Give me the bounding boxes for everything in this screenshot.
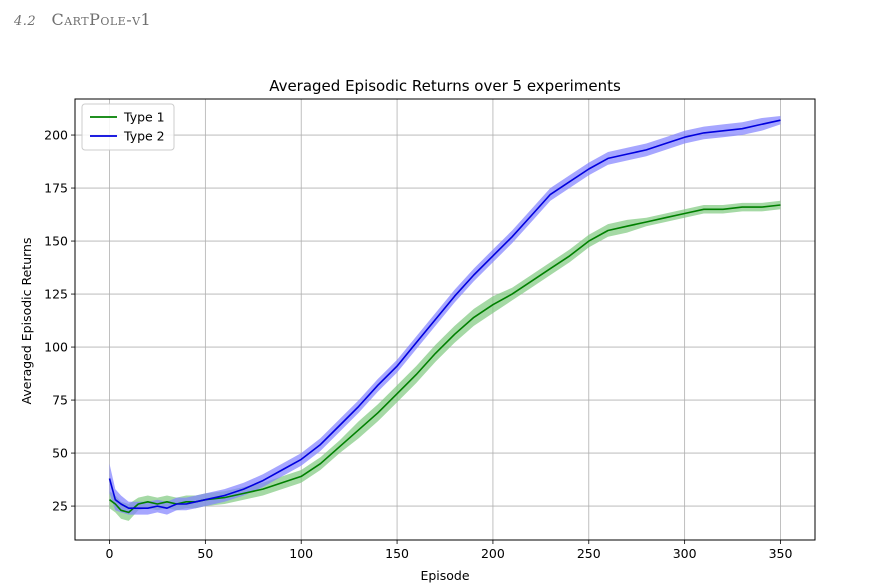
legend-label-2: Type 2 (123, 129, 165, 144)
section-title: CartPole-v1 (51, 10, 152, 29)
y-tick-label: 25 (52, 499, 68, 514)
chart-title: Averaged Episodic Returns over 5 experim… (269, 77, 621, 95)
x-tick-label: 250 (577, 546, 601, 561)
y-tick-label: 175 (44, 181, 68, 196)
x-tick-label: 150 (385, 546, 409, 561)
y-tick-label: 100 (44, 340, 68, 355)
series-1-band (109, 200, 781, 521)
axis-ticks: 0 50 100 150 200 250 300 350 25 50 75 100 125 150 175 2… (44, 128, 792, 561)
x-tick-label: 300 (673, 546, 697, 561)
x-tick-label: 0 (106, 546, 114, 561)
y-tick-label: 125 (44, 287, 68, 302)
section-number: 4.2 (14, 14, 37, 29)
legend-label-1: Type 1 (123, 110, 165, 125)
y-tick-label: 75 (52, 393, 68, 408)
grid-lines (75, 99, 815, 540)
y-tick-label: 50 (52, 446, 68, 461)
confidence-bands (109, 116, 781, 521)
series-lines (108, 119, 781, 514)
x-tick-label: 50 (197, 546, 213, 561)
plot-area (74, 98, 816, 541)
section-heading: 4.2 CartPole-v1 (14, 10, 151, 29)
series-1-line (109, 204, 781, 514)
series-2-line (108, 119, 781, 510)
series-2-band (109, 116, 781, 515)
y-tick-label: 150 (44, 234, 68, 249)
x-tick-label: 100 (289, 546, 313, 561)
legend-box (81, 103, 175, 151)
y-axis-label: Averaged Episodic Returns (19, 238, 34, 405)
x-tick-label: 200 (481, 546, 505, 561)
y-tick-label: 200 (44, 128, 68, 143)
x-tick-label: 350 (769, 546, 793, 561)
x-axis-label: Episode (420, 568, 469, 583)
legend: Type 1 Type 2 (81, 103, 175, 151)
